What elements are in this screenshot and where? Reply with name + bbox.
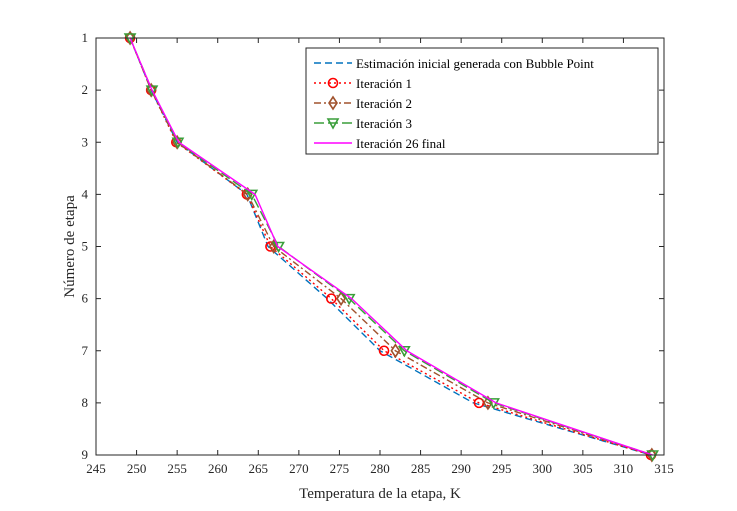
y-tick-label: 1: [82, 30, 89, 45]
x-tick-label: 280: [370, 461, 390, 476]
series-1: [129, 37, 652, 456]
series-5: [129, 37, 653, 456]
x-tick-label: 270: [289, 461, 309, 476]
series-line-3: [129, 37, 653, 456]
series-point-4: [272, 241, 285, 254]
x-tick-label: 295: [492, 461, 512, 476]
legend-item: Estimación inicial generada con Bubble P…: [314, 56, 594, 71]
legend-marker: [328, 95, 338, 111]
y-tick-label: 3: [82, 134, 89, 149]
x-tick-label: 245: [86, 461, 106, 476]
legend-box: [305, 47, 659, 155]
legend-item: Iteración 1: [314, 76, 412, 91]
y-axis-title: Número de etapa: [62, 195, 78, 298]
plot-series: [123, 30, 659, 463]
x-tick-label: 315: [654, 461, 674, 476]
legend-item: Iteración 2: [314, 95, 412, 111]
legend-label: Iteración 2: [356, 96, 412, 111]
series-point-2: [378, 345, 390, 357]
x-tick-label: 265: [249, 461, 269, 476]
legend: Estimación inicial generada con Bubble P…: [305, 47, 659, 155]
legend-item: Iteración 3: [314, 116, 412, 131]
y-tick-label: 5: [82, 239, 89, 254]
series-point-4: [245, 189, 259, 202]
series-line-5: [129, 37, 653, 456]
x-tick-label: 310: [614, 461, 634, 476]
legend-label: Iteración 1: [356, 76, 412, 91]
legend-item: Iteración 26 final: [314, 136, 446, 151]
y-tick-label: 7: [82, 343, 89, 358]
legend-marker: [327, 77, 339, 89]
legend-label: Iteración 26 final: [356, 136, 446, 151]
series-point-3: [336, 291, 347, 307]
series-point-3: [390, 343, 401, 359]
y-tick-label: 9: [82, 447, 89, 462]
y-tick-label: 6: [82, 291, 89, 306]
y-axis-ticks: 1 2 3 4 5 6 7 8 9: [82, 30, 664, 462]
series-point-4: [145, 85, 159, 97]
x-tick-label: 300: [533, 461, 553, 476]
series-point-2: [326, 293, 337, 304]
y-tick-label: 8: [82, 395, 89, 410]
x-tick-label: 250: [127, 461, 147, 476]
x-tick-label: 290: [451, 461, 471, 476]
x-tick-label: 285: [411, 461, 431, 476]
legend-label: Estimación inicial generada con Bubble P…: [356, 56, 594, 71]
y-tick-label: 4: [82, 186, 89, 201]
x-axis-title: Temperatura de la etapa, K: [299, 486, 461, 502]
x-tick-label: 305: [573, 461, 593, 476]
x-tick-label: 260: [208, 461, 228, 476]
x-tick-label: 275: [330, 461, 350, 476]
x-axis-ticks: 245 250 255 260 265 270 275 280 285 290 295 300 305 3…: [86, 38, 674, 476]
y-tick-label: 2: [82, 82, 89, 97]
series-point-3: [242, 186, 253, 202]
series-line-1: [129, 37, 652, 456]
x-tick-label: 255: [167, 461, 187, 476]
legend-marker: [326, 118, 340, 130]
legend-label: Iteración 3: [356, 116, 412, 131]
